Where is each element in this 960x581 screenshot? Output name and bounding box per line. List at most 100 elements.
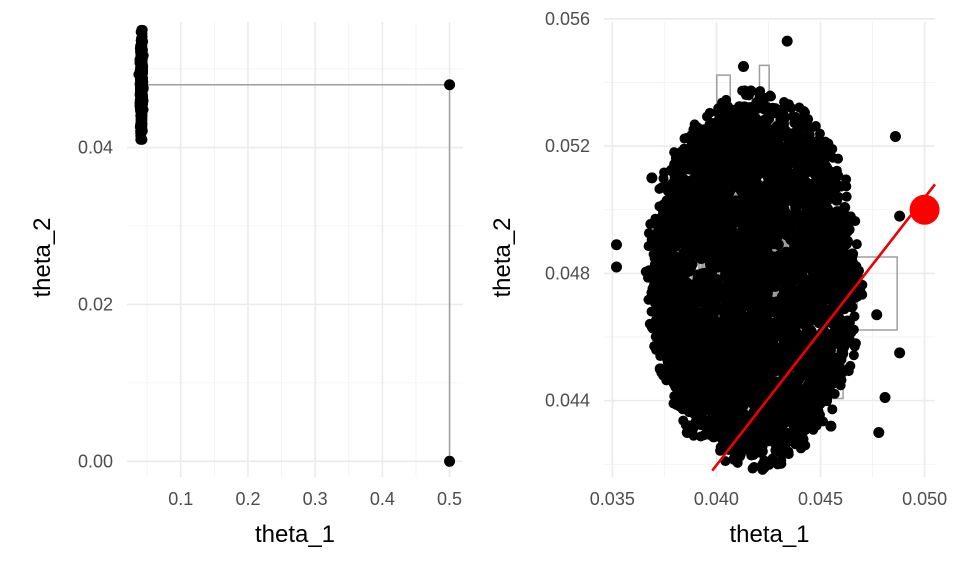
sample-point	[712, 107, 723, 118]
highlight-point	[909, 194, 940, 225]
sample-point	[769, 363, 781, 375]
sample-point	[814, 169, 826, 181]
outlier-point	[894, 347, 906, 359]
sample-point	[801, 309, 813, 321]
sample-point	[679, 236, 691, 248]
sample-point	[796, 402, 808, 414]
sample-point	[765, 128, 777, 140]
x-tick-label: 0.035	[590, 489, 635, 509]
sample-point	[767, 418, 779, 430]
sample-point	[842, 226, 853, 237]
sample-point	[673, 225, 685, 237]
sample-point	[829, 328, 841, 340]
sample-point	[800, 440, 811, 451]
sample-point	[818, 271, 830, 283]
sample-point	[807, 204, 819, 216]
sample-point	[803, 417, 814, 428]
sample-point	[761, 115, 773, 127]
sample-point	[684, 403, 695, 414]
sample-point	[763, 373, 775, 385]
sample-point	[793, 374, 805, 386]
sample-point	[801, 277, 813, 289]
sample-point	[701, 125, 712, 136]
sample-point	[652, 298, 664, 310]
sample-point	[814, 384, 826, 396]
sample-point	[783, 248, 795, 260]
sample-point	[648, 217, 659, 228]
sample-point	[701, 267, 713, 279]
sample-point	[776, 458, 787, 469]
sample-point	[783, 391, 795, 403]
sample-point	[736, 299, 748, 311]
sample-point	[696, 381, 708, 393]
sample-point	[734, 316, 746, 328]
sample-point	[798, 105, 809, 116]
sample-point	[723, 187, 735, 199]
sample-point	[774, 409, 786, 421]
sample-point	[688, 376, 700, 388]
sample-point	[677, 346, 689, 358]
sample-point	[677, 397, 688, 408]
y-tick-label: 0.04	[78, 138, 113, 158]
sample-point	[755, 432, 767, 444]
sample-point	[822, 337, 834, 349]
sample-point	[750, 138, 762, 150]
x-tick-label: 0.2	[235, 489, 260, 509]
sample-point	[841, 174, 852, 185]
sample-point	[825, 235, 837, 247]
sample-point	[751, 277, 763, 289]
sample-point	[135, 54, 146, 65]
x-tick-label: 0.5	[437, 489, 462, 509]
sample-point	[137, 134, 148, 145]
sample-point	[820, 281, 832, 293]
sample-point	[662, 293, 674, 305]
sample-point	[666, 257, 678, 269]
sample-point	[737, 183, 749, 195]
sample-point	[762, 295, 774, 307]
sample-point	[661, 371, 672, 382]
sample-point	[750, 373, 762, 385]
sample-point	[701, 332, 713, 344]
sample-point	[851, 239, 862, 250]
x-tick-label: 0.1	[168, 489, 193, 509]
sample-point	[740, 410, 752, 422]
sample-point	[688, 163, 700, 175]
sample-point	[682, 194, 694, 206]
sample-point	[721, 272, 733, 284]
sample-point	[801, 247, 813, 259]
sample-point	[822, 396, 833, 407]
sample-point	[849, 311, 860, 322]
sample-point	[652, 244, 663, 255]
sample-point	[685, 229, 697, 241]
sample-point	[737, 105, 748, 116]
sample-point	[693, 269, 705, 281]
mcmc-points	[610, 35, 906, 475]
sample-point	[720, 138, 732, 150]
sample-point	[770, 328, 782, 340]
sample-point	[834, 356, 845, 367]
sample-point	[774, 314, 786, 326]
sample-point	[765, 91, 776, 102]
sample-point	[790, 144, 802, 156]
right-panel: 0.035 0.040 0.045 0.050 0.044 0.048 0.052 0.056…	[489, 9, 947, 548]
start-point	[444, 79, 456, 91]
start-point	[444, 455, 456, 467]
sample-point	[698, 355, 710, 367]
sample-point	[731, 170, 743, 182]
sample-point	[839, 201, 851, 213]
sample-point	[824, 381, 835, 392]
sample-point	[810, 243, 822, 255]
sample-point	[804, 123, 815, 134]
sample-point	[778, 197, 790, 209]
sample-point	[136, 79, 147, 90]
sample-point	[711, 116, 723, 128]
sample-point	[707, 141, 719, 153]
x-tick-label: 0.050	[902, 489, 947, 509]
sample-point	[732, 423, 744, 435]
sample-point	[665, 164, 676, 175]
sample-point	[666, 249, 678, 261]
left-panel: 0.1 0.2 0.3 0.4 0.5 0.00 0.02 0.04 theta_1 theta_…	[29, 22, 463, 548]
sample-point	[802, 380, 814, 392]
sample-point	[840, 237, 852, 249]
sample-point	[850, 216, 861, 227]
